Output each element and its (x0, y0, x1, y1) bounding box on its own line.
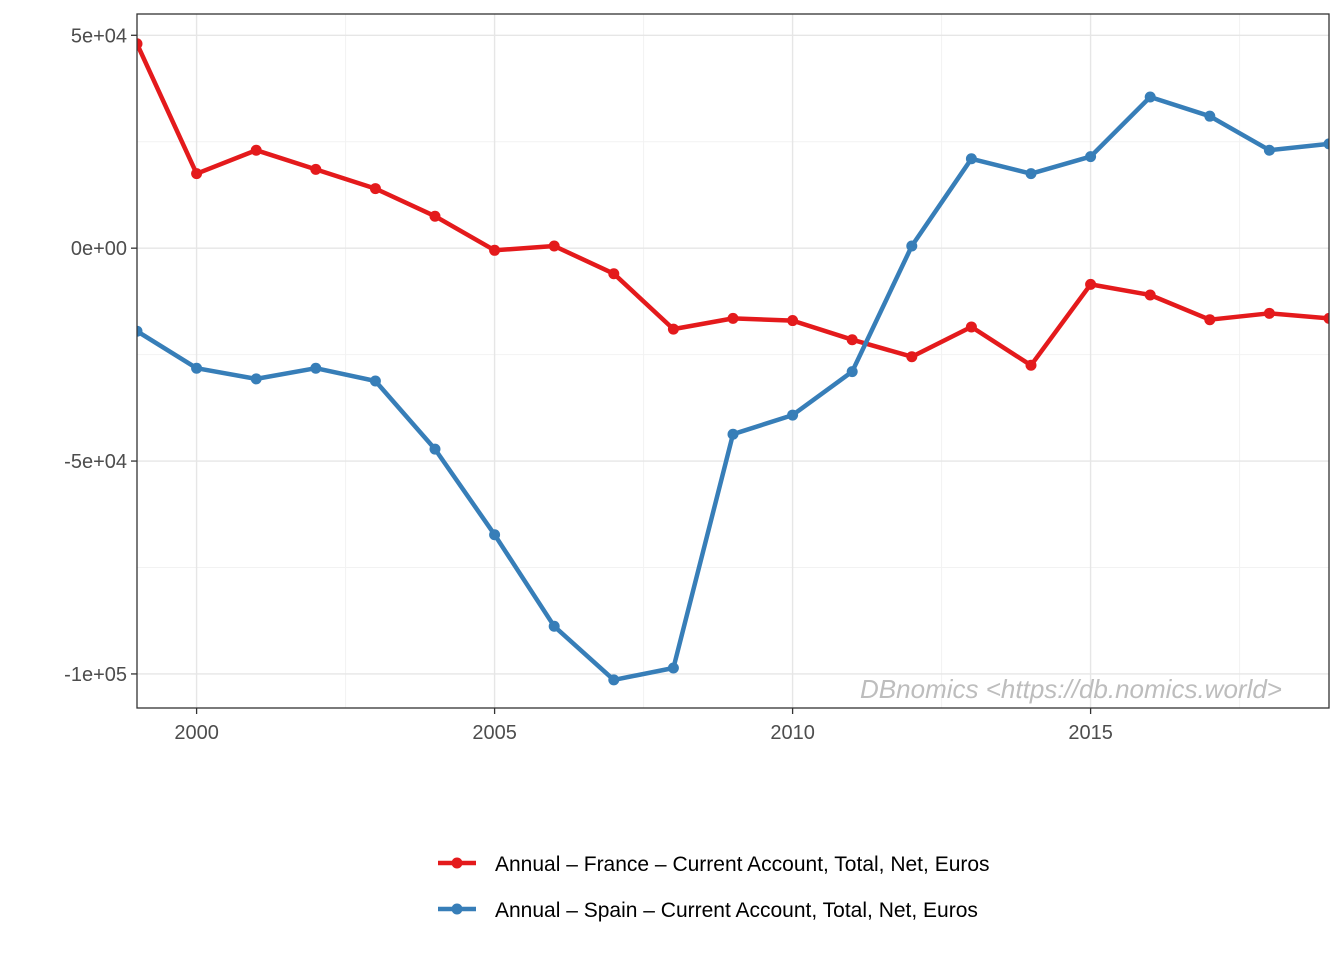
data-point (608, 268, 620, 280)
data-point (1263, 144, 1275, 156)
data-point (1085, 151, 1097, 163)
data-point (1323, 312, 1329, 324)
data-point (548, 620, 560, 632)
legend-key-point (451, 857, 463, 869)
data-point (667, 323, 679, 335)
data-point (137, 38, 143, 50)
data-point (608, 674, 620, 686)
data-point (965, 153, 977, 165)
minor-gridlines (137, 14, 1329, 708)
legend-key-point (451, 903, 463, 915)
data-point (667, 662, 679, 674)
legend-label: Annual – Spain – Current Account, Total,… (495, 899, 978, 922)
data-point (1025, 168, 1037, 180)
data-point (489, 244, 501, 256)
data-point (250, 373, 262, 385)
axis-layer: 5e+04 0e+00 -5e+04 -1e+05 2000 2005 2010 2015 (64, 25, 1113, 744)
data-point (1085, 278, 1097, 290)
data-point (429, 443, 441, 455)
data-point (1323, 138, 1329, 150)
data-point (191, 168, 203, 180)
x-tick-label: 2010 (770, 722, 815, 744)
data-point (1204, 110, 1216, 122)
data-point (965, 321, 977, 333)
data-point (1263, 307, 1275, 319)
data-point (310, 362, 322, 374)
series-layer (137, 38, 1329, 686)
y-tick-label: 0e+00 (71, 238, 127, 260)
x-tick-label: 2000 (174, 722, 219, 744)
data-point (727, 312, 739, 324)
data-point (906, 240, 918, 252)
data-point (846, 334, 858, 346)
data-point (787, 315, 799, 327)
data-point (1204, 314, 1216, 326)
y-tick-label: -5e+04 (64, 451, 127, 473)
data-point (846, 366, 858, 378)
data-point (489, 529, 501, 541)
data-point (429, 210, 441, 222)
legend-label: Annual – France – Current Account, Total… (495, 853, 990, 876)
data-point (906, 351, 918, 363)
x-tick-label: 2015 (1068, 722, 1113, 744)
y-tick-label: -1e+05 (64, 664, 127, 686)
data-point (369, 183, 381, 195)
data-point (1144, 289, 1156, 301)
data-point (548, 240, 560, 252)
data-point (1144, 91, 1156, 103)
panel-border (136, 13, 1330, 709)
legend: Annual – France – Current Account, Total… (438, 853, 990, 922)
data-point (310, 163, 322, 175)
data-point (137, 325, 143, 337)
data-point (250, 144, 262, 156)
data-point (191, 362, 203, 374)
data-point (787, 409, 799, 421)
x-tick-label: 2005 (472, 722, 517, 744)
watermark-annotation: DBnomics <https://db.nomics.world> (860, 674, 1282, 704)
data-point (1025, 359, 1037, 371)
data-point (727, 428, 739, 440)
major-gridlines (137, 14, 1329, 708)
y-tick-label: 5e+04 (71, 25, 127, 47)
panel-background (137, 14, 1329, 708)
data-point (369, 375, 381, 387)
